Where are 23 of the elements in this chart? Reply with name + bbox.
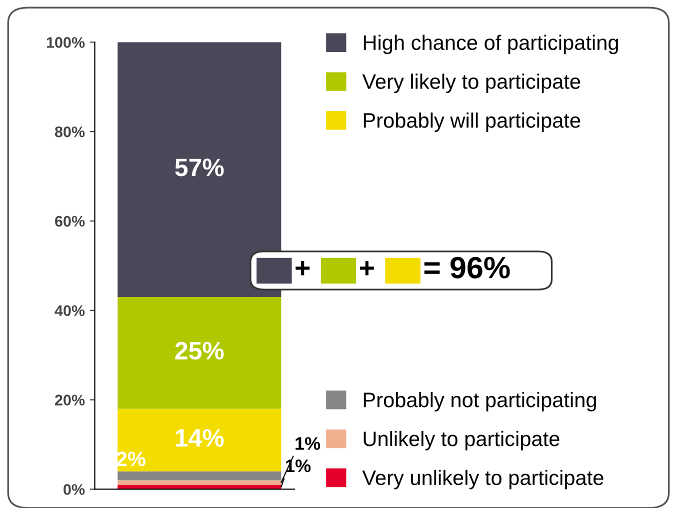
- text: +: [296, 261, 310, 276]
- bar: [118, 408, 282, 472]
- y-tick-label: 40%: [54, 305, 85, 316]
- y-tick-label: 100%: [46, 37, 85, 48]
- legend-label: Very likely to participate: [362, 74, 580, 94]
- y-tick-label: 20%: [55, 394, 85, 406]
- data-label: 25%: [175, 342, 224, 360]
- legend-label: Probably will participate: [364, 112, 580, 132]
- legend-label: Very unlikely to participate: [362, 470, 604, 490]
- legend-label: Unlikely to participate: [364, 430, 560, 450]
- data-label: 14%: [176, 429, 224, 447]
- bar: [118, 471, 282, 480]
- y-tick-label: 0%: [64, 484, 85, 495]
- y-tick-label: 60%: [55, 216, 85, 227]
- text: +: [360, 261, 374, 276]
- bar: [118, 296, 282, 409]
- legend-label: Probably not participating: [364, 392, 596, 412]
- data-label: 1%: [296, 437, 320, 450]
- legend-label: High chance of participating: [364, 34, 618, 54]
- data-label: 57%: [175, 158, 224, 176]
- data-label: 2%: [116, 452, 146, 466]
- y-tick-label: 80%: [54, 126, 85, 138]
- text: = 96%: [424, 256, 510, 278]
